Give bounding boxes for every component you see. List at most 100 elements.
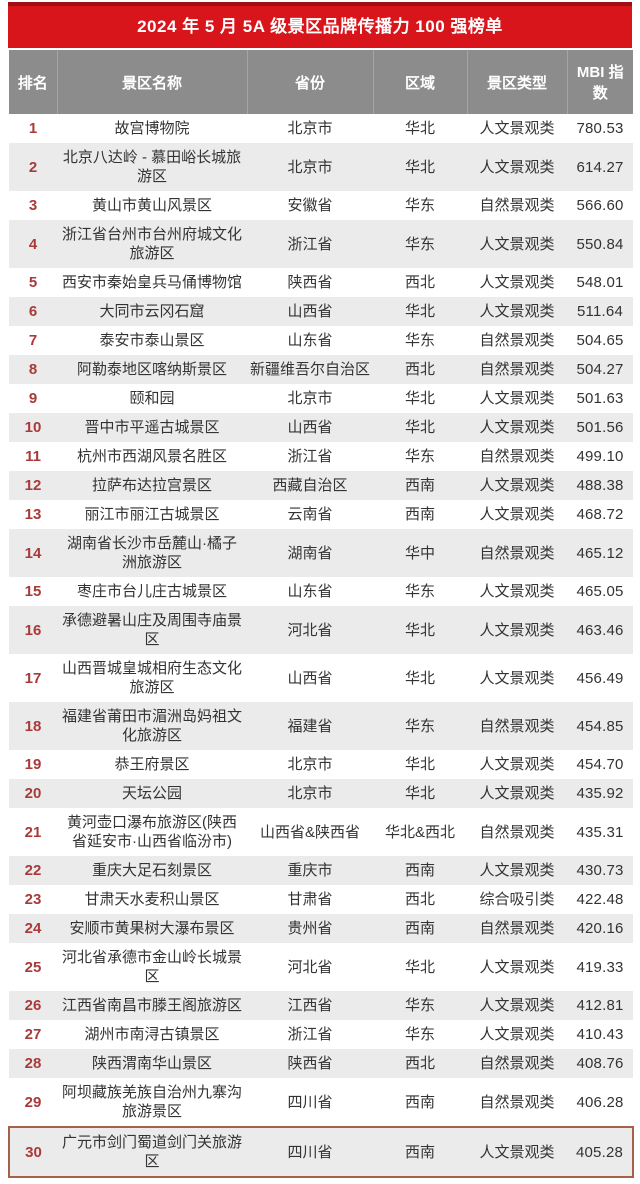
cell-type: 人文景观类: [479, 120, 555, 137]
cell-mbi: 501.63: [576, 390, 624, 407]
cell-type: 人文景观类: [467, 1126, 567, 1178]
cell-mbi: 548.01: [576, 274, 624, 291]
cell-type: 人文景观类: [479, 958, 555, 976]
cell-rank: 19: [24, 756, 42, 773]
cell-mbi: 465.05: [576, 583, 624, 600]
cell-mbi: 410.43: [576, 1026, 624, 1043]
cell-province: 北京市: [287, 756, 333, 773]
table-row: 12 拉萨布达拉宫景区 西藏自治区 西南 人文景观类 488.38: [9, 471, 633, 500]
cell-name: 阿勒泰地区喀纳斯景区: [76, 361, 227, 378]
cell-province: 浙江省: [287, 235, 333, 253]
cell-region: 华北: [404, 785, 435, 802]
cell-mbi: 488.38: [576, 477, 624, 494]
cell-rank: 25: [24, 958, 42, 976]
cell-province: 重庆市: [287, 862, 333, 879]
table-row: 18 福建省莆田市湄洲岛妈祖文化旅游区 福建省 华东 自然景观类 454.85: [9, 702, 633, 750]
cell-type: 人文景观类: [479, 583, 555, 600]
col-header-region: 区域: [372, 50, 467, 114]
cell-type: 人文景观类: [479, 303, 555, 320]
cell-type: 自然景观类: [479, 717, 555, 735]
table-header-row: 排名 景区名称 省份 区域 景区类型 MBI 指数: [9, 50, 633, 114]
cell-region: 华东: [404, 448, 435, 465]
col-header-type: 景区类型: [466, 50, 567, 114]
cell-type: 自然景观类: [479, 1055, 555, 1072]
table-row: 1 故宫博物院 北京市 华北 人文景观类 780.53: [9, 114, 633, 143]
cell-type: 自然景观类: [479, 544, 555, 562]
cell-province: 甘肃省: [287, 891, 333, 908]
cell-rank: 29: [24, 1093, 42, 1111]
cell-region: 西北: [404, 1055, 435, 1072]
cell-mbi: 463.46: [576, 621, 624, 639]
table-row: 26 江西省南昌市滕王阁旅游区 江西省 华东 人文景观类 412.81: [9, 991, 633, 1020]
cell-type: 人文景观类: [479, 997, 555, 1014]
cell-rank: 21: [24, 823, 42, 841]
cell-mbi: 456.49: [576, 669, 624, 687]
cell-mbi: 406.28: [576, 1093, 624, 1111]
cell-rank: 6: [28, 303, 38, 320]
cell-rank: 8: [28, 361, 38, 378]
cell-mbi: 504.65: [576, 332, 624, 349]
cell-mbi: 511.64: [577, 303, 623, 320]
cell-rank: 17: [24, 669, 42, 687]
table-row: 25 河北省承德市金山岭长城景区 河北省 华北 人文景观类 419.33: [9, 943, 633, 991]
table-row: 20 天坛公园 北京市 华北 人文景观类 435.92: [9, 779, 633, 808]
cell-name: 杭州市西湖风景名胜区: [76, 448, 227, 465]
cell-name: 陕西渭南华山景区: [91, 1055, 212, 1072]
cell-type: 人文景观类: [479, 506, 555, 523]
cell-type: 人文景观类: [479, 1026, 555, 1043]
cell-mbi: 454.85: [576, 717, 624, 735]
cell-name: 福建省莆田市湄洲岛妈祖文化旅游区: [61, 708, 242, 744]
cell-rank: 14: [24, 544, 42, 562]
table-row: 15 枣庄市台儿庄古城景区 山东省 华东 人文景观类 465.05: [9, 577, 633, 606]
cell-province: 山西省: [287, 419, 333, 436]
cell-mbi: 780.53: [576, 120, 624, 137]
cell-region: 华东: [404, 583, 435, 600]
col-header-province: 省份: [246, 50, 373, 114]
col-header-name: 景区名称: [56, 50, 247, 114]
cell-name: 黄河壶口瀑布旅游区(陕西省延安市·山西省临汾市): [67, 814, 237, 850]
cell-rank: 7: [28, 332, 38, 349]
cell-type: 自然景观类: [479, 920, 555, 937]
cell-rank: 5: [28, 274, 38, 291]
cell-name: 北京八达岭 - 慕田峪长城旅游区: [62, 149, 242, 185]
cell-province: 浙江省: [287, 1026, 333, 1043]
cell-type: 人文景观类: [479, 390, 555, 407]
table-row: 8 阿勒泰地区喀纳斯景区 新疆维吾尔自治区 西北 自然景观类 504.27: [9, 355, 633, 384]
cell-province: 山西省: [287, 669, 333, 687]
cell-mbi: 614.27: [576, 158, 624, 176]
cell-name: 承德避暑山庄及周围寺庙景区: [61, 612, 242, 648]
cell-rank: 28: [24, 1055, 42, 1072]
cell-region: 华东: [404, 332, 435, 349]
cell-mbi: 499.10: [576, 448, 624, 465]
cell-name: 故宫博物院: [114, 120, 190, 137]
cell-type: 自然景观类: [479, 823, 555, 841]
cell-name: 湖州市南浔古镇景区: [84, 1026, 220, 1043]
cell-rank: 4: [28, 235, 38, 253]
cell-province: 安徽省: [287, 197, 333, 214]
cell-mbi: 430.73: [576, 862, 624, 879]
table-row: 7 泰安市泰山景区 山东省 华东 自然景观类 504.65: [9, 326, 633, 355]
cell-region: 华北: [404, 303, 435, 320]
cell-region: 华中: [404, 544, 435, 562]
cell-mbi: 550.84: [576, 235, 624, 253]
ranking-table: 排名 景区名称 省份 区域 景区类型 MBI 指数 1 故宫博物院 北京市 华北 人文景…: [8, 50, 634, 1178]
cell-province: 北京市: [287, 158, 333, 176]
cell-province: 新疆维吾尔自治区: [250, 361, 371, 378]
cell-region: 华北: [404, 120, 435, 137]
cell-region: 华北: [404, 669, 435, 687]
cell-region: 华东: [404, 1026, 435, 1043]
cell-province: 河北省: [287, 621, 333, 639]
table-row: 30 广元市剑门蜀道剑门关旅游区 四川省 西南 人文景观类 405.28: [8, 1126, 634, 1178]
cell-rank: 10: [24, 419, 42, 436]
table-body: 1 故宫博物院 北京市 华北 人文景观类 780.53 2 北京八达岭 - 慕田峪长城旅游区北…: [8, 114, 634, 1178]
cell-name: 恭王府景区: [114, 756, 190, 773]
cell-name: 重庆大足石刻景区: [91, 862, 212, 879]
cell-rank: 3: [28, 197, 38, 214]
cell-mbi: 435.92: [576, 785, 624, 802]
cell-name: 山西晋城皇城相府生态文化旅游区: [61, 660, 242, 696]
cell-mbi: 501.56: [576, 419, 624, 436]
col-header-mbi: MBI 指数: [566, 50, 633, 114]
cell-mbi: 405.28: [567, 1126, 634, 1178]
cell-type: 综合吸引类: [479, 891, 555, 908]
cell-name: 颐和园: [129, 390, 175, 407]
